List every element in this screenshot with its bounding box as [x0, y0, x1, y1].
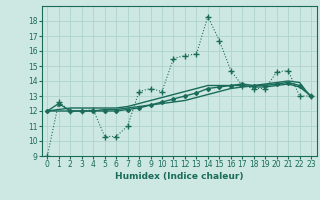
X-axis label: Humidex (Indice chaleur): Humidex (Indice chaleur) — [115, 172, 244, 181]
